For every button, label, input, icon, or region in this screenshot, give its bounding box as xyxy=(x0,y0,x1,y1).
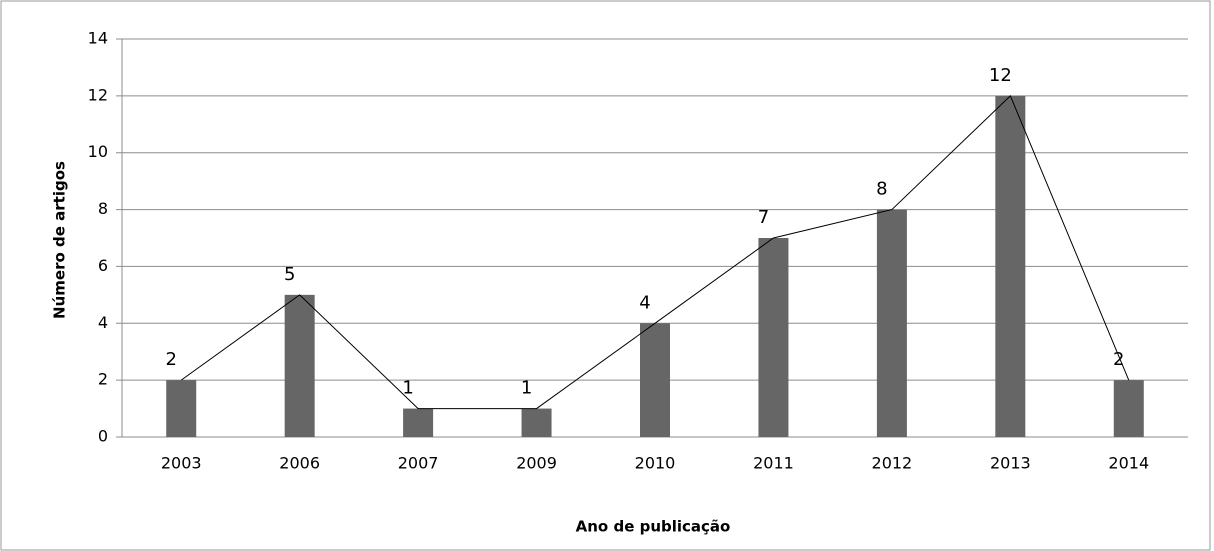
bar xyxy=(758,238,789,437)
bar xyxy=(876,209,907,437)
y-tick-label: 6 xyxy=(98,256,108,275)
value-label: 2 xyxy=(165,349,176,370)
y-tick-label: 10 xyxy=(88,142,108,161)
trend-line xyxy=(180,94,1130,410)
y-axis-title: Número de artigos xyxy=(51,161,69,319)
x-tick-label: 2013 xyxy=(990,454,1031,473)
x-tick-label: 2012 xyxy=(872,454,913,473)
x-tick-label: 2007 xyxy=(398,454,439,473)
value-label: 8 xyxy=(876,179,887,200)
y-tick-label: 0 xyxy=(98,427,108,446)
bar xyxy=(284,294,315,437)
y-tick-label: 4 xyxy=(98,313,108,332)
bar xyxy=(995,95,1026,437)
bar xyxy=(640,323,670,437)
x-tick-label: 2009 xyxy=(516,454,557,473)
value-label: 7 xyxy=(758,207,769,228)
bar xyxy=(403,408,434,437)
value-label: 4 xyxy=(639,292,650,313)
bar xyxy=(521,408,552,437)
value-label: 1 xyxy=(402,378,413,399)
value-label: 12 xyxy=(989,65,1012,86)
value-label: 2 xyxy=(1113,349,1124,370)
y-tick-label: 2 xyxy=(98,370,108,389)
x-tick-label: 2014 xyxy=(1108,454,1149,473)
x-tick-label: 2010 xyxy=(635,454,676,473)
bar xyxy=(1113,380,1144,437)
x-axis-title: Ano de publicação xyxy=(576,518,731,536)
value-label: 5 xyxy=(284,264,295,285)
x-tick-label: 2011 xyxy=(753,454,794,473)
y-tick-label: 8 xyxy=(98,199,108,218)
x-tick-label: 2006 xyxy=(279,454,320,473)
value-label: 1 xyxy=(521,378,532,399)
x-tick-label: 2003 xyxy=(161,454,202,473)
bar xyxy=(166,380,197,437)
y-tick-label: 12 xyxy=(88,85,108,104)
y-tick-label: 14 xyxy=(88,29,108,48)
